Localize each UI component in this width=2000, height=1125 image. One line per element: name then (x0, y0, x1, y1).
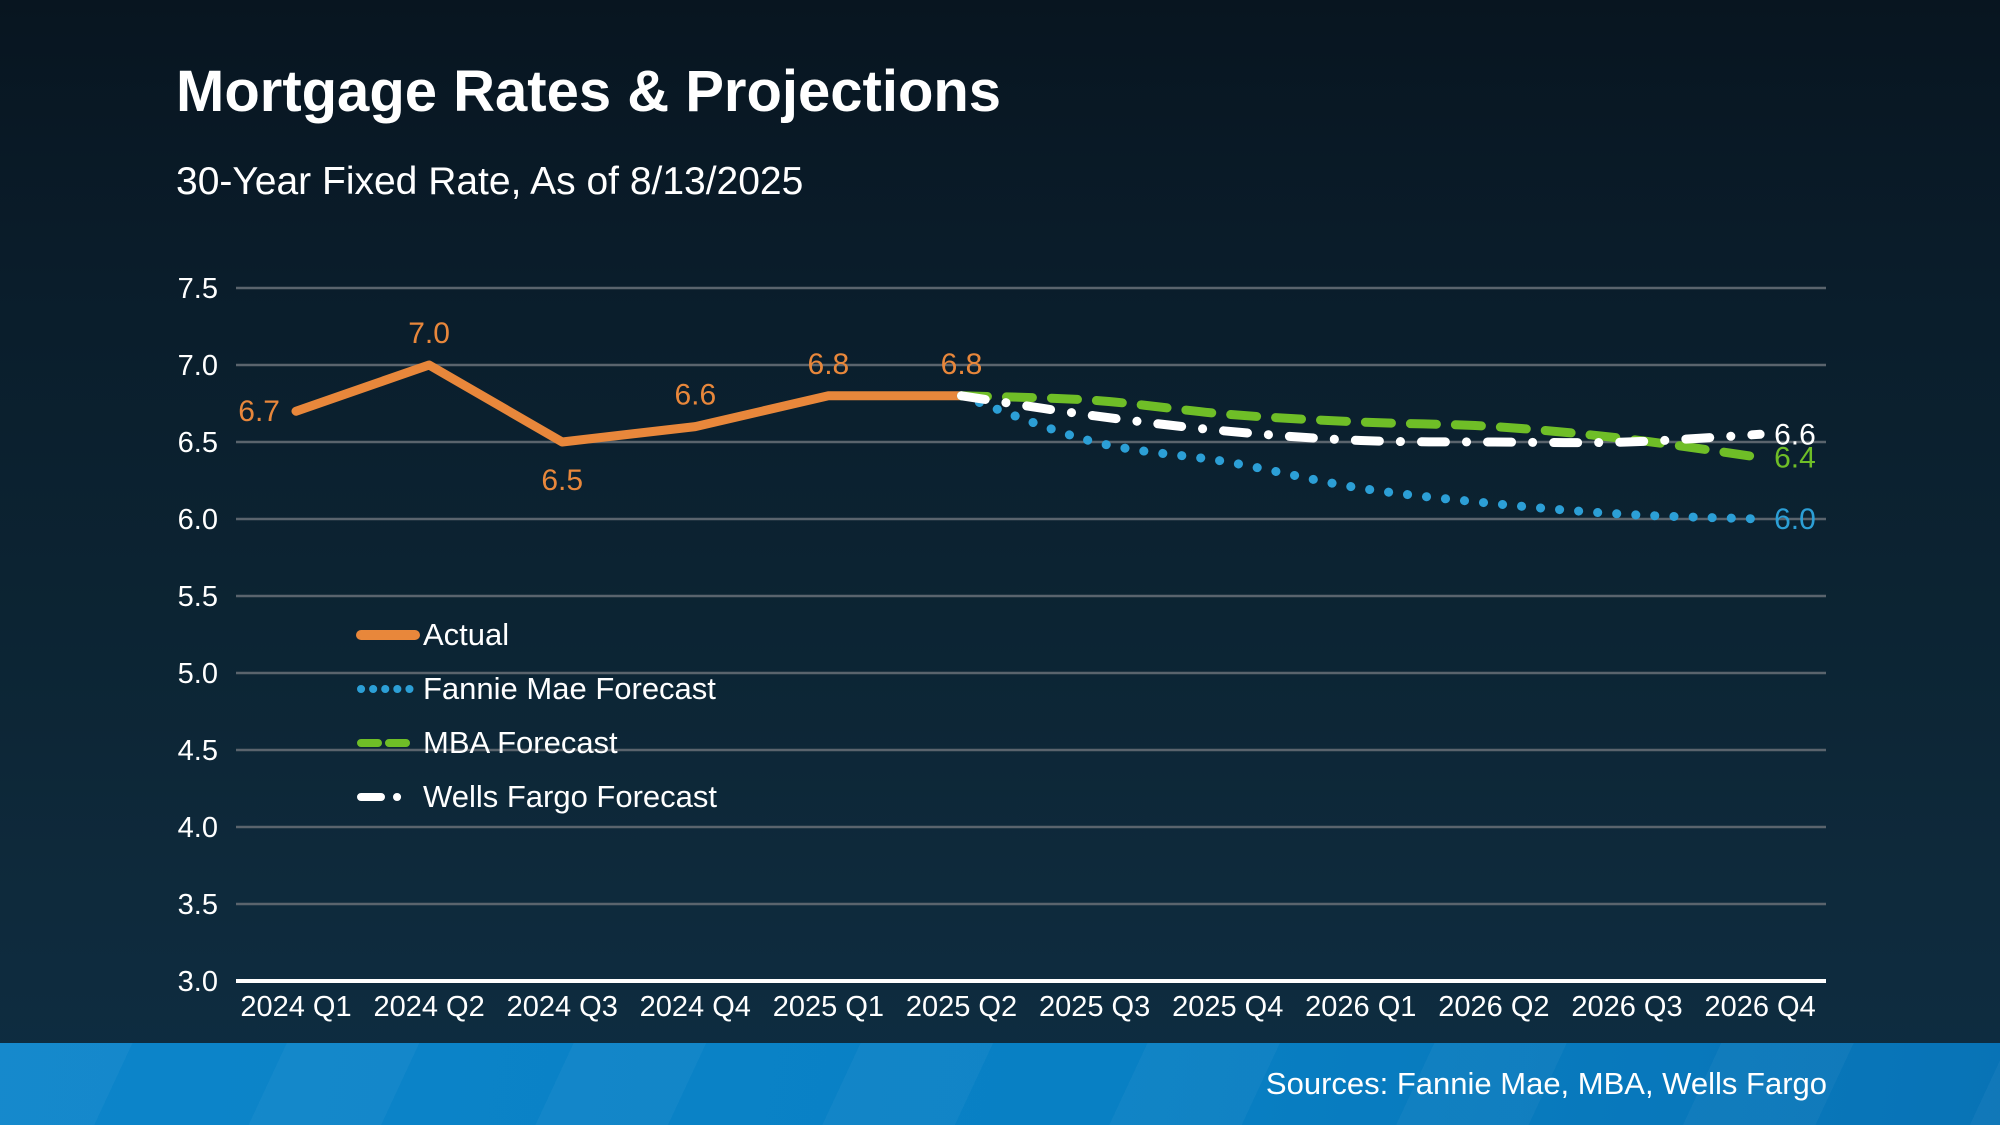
y-tick-label: 4.0 (178, 812, 218, 844)
point-label: 6.8 (808, 348, 850, 381)
actual-line-sample-icon (356, 630, 420, 640)
y-tick-label: 3.5 (178, 889, 218, 921)
series-line-mba-forecast (957, 391, 1765, 462)
page-title: Mortgage Rates & Projections (176, 59, 1002, 124)
y-tick-label: 3.0 (178, 966, 218, 998)
y-tick-label: 7.0 (178, 350, 218, 382)
point-label: 7.0 (408, 317, 450, 350)
y-tick-label: 4.5 (178, 735, 218, 767)
x-tick-label: 2026 Q2 (1438, 991, 1549, 1023)
legend-item-fannie-mae: Fannie Mae Forecast (356, 662, 717, 716)
y-tick-label: 5.0 (178, 658, 218, 690)
y-tick-label: 6.5 (178, 427, 218, 459)
legend-label: Wells Fargo Forecast (423, 779, 718, 814)
x-tick-label: 2026 Q1 (1305, 991, 1416, 1023)
series-line-wells-fargo-forecast (957, 391, 1765, 448)
point-label: 6.7 (238, 395, 280, 428)
legend-item-mba: MBA Forecast (356, 716, 717, 770)
y-tick-label: 7.5 (178, 273, 218, 305)
x-tick-label: 2024 Q4 (640, 991, 751, 1023)
x-tick-label: 2026 Q4 (1704, 991, 1815, 1023)
point-label: 6.8 (941, 348, 983, 381)
x-tick-label: 2025 Q2 (906, 991, 1017, 1023)
y-tick-label: 5.5 (178, 581, 218, 613)
chart-legend: Actual Fannie Mae Forecast MBA Forecast … (356, 608, 717, 824)
wells-fargo-line-sample-icon (357, 793, 419, 801)
legend-item-actual: Actual (356, 608, 717, 662)
series-end-label: 6.4 (1774, 441, 1816, 474)
series-end-label: 6.6 (1774, 418, 1816, 451)
footer-bar: Sources: Fannie Mae, MBA, Wells Fargo (0, 1043, 2000, 1125)
series-line-fannie-mae-forecast (957, 391, 1765, 524)
x-tick-label: 2025 Q3 (1039, 991, 1150, 1023)
fannie-mae-line-sample-icon (357, 685, 419, 693)
page-subtitle: 30-Year Fixed Rate, As of 8/13/2025 (176, 160, 804, 203)
legend-item-wells-fargo: Wells Fargo Forecast (356, 770, 717, 824)
series-end-label: 6.0 (1774, 503, 1816, 536)
x-tick-label: 2025 Q1 (773, 991, 884, 1023)
x-tick-label: 2024 Q3 (507, 991, 618, 1023)
point-label: 6.5 (541, 464, 583, 497)
x-tick-label: 2024 Q2 (373, 991, 484, 1023)
point-label: 6.6 (674, 379, 716, 412)
mba-line-sample-icon (357, 739, 419, 747)
legend-label: Fannie Mae Forecast (423, 671, 716, 706)
x-tick-label: 2026 Q3 (1571, 991, 1682, 1023)
legend-label: Actual (423, 617, 510, 652)
legend-label: MBA Forecast (423, 725, 618, 760)
x-tick-label: 2025 Q4 (1172, 991, 1283, 1023)
series-line-actual (291, 360, 966, 447)
sources-text: Sources: Fannie Mae, MBA, Wells Fargo (1265, 1066, 1827, 1101)
y-tick-label: 6.0 (178, 504, 218, 536)
x-tick-label: 2024 Q1 (240, 991, 351, 1023)
